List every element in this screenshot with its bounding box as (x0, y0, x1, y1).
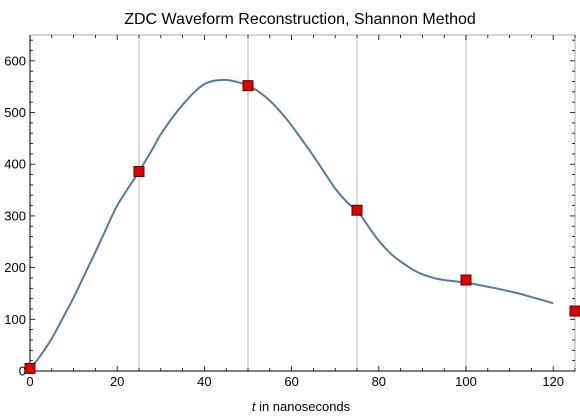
y-tick-label: 600 (4, 53, 26, 68)
sample-point (351, 204, 363, 216)
sample-point (569, 305, 580, 317)
y-tick-label: 500 (4, 105, 26, 120)
y-tick-label: 300 (4, 208, 26, 223)
sample-point (242, 80, 254, 92)
sample-point (460, 274, 472, 286)
y-tick-label: 400 (4, 157, 26, 172)
x-tick-label: 100 (455, 374, 477, 389)
series-curve-line (29, 78, 554, 370)
x-axis-label: t in nanoseconds (252, 399, 351, 414)
axis-ticks: 0 20 40 60 80 100 120 0 100 200 300 400 500 600 (4, 35, 576, 389)
sample-point (24, 362, 36, 374)
x-tick-label: 0 (26, 374, 33, 389)
x-tick-label: 120 (542, 374, 564, 389)
x-tick-label: 60 (284, 374, 298, 389)
x-tick-label: 40 (197, 374, 211, 389)
gridlines (138, 35, 467, 371)
y-tick-label: 0 (19, 364, 26, 379)
chart-title: ZDC Waveform Reconstruction, Shannon Met… (124, 11, 476, 28)
x-axis-label-text: in nanoseconds (255, 399, 350, 414)
sample-point (133, 165, 145, 177)
sample-markers (24, 80, 580, 374)
x-tick-label: 20 (110, 374, 124, 389)
y-tick-label: 200 (4, 260, 26, 275)
x-axis-label-variable: t (252, 399, 257, 414)
x-tick-label: 80 (372, 374, 386, 389)
plot-frame (29, 34, 576, 372)
series-curve-group (29, 78, 554, 370)
y-tick-label: 100 (4, 312, 26, 327)
